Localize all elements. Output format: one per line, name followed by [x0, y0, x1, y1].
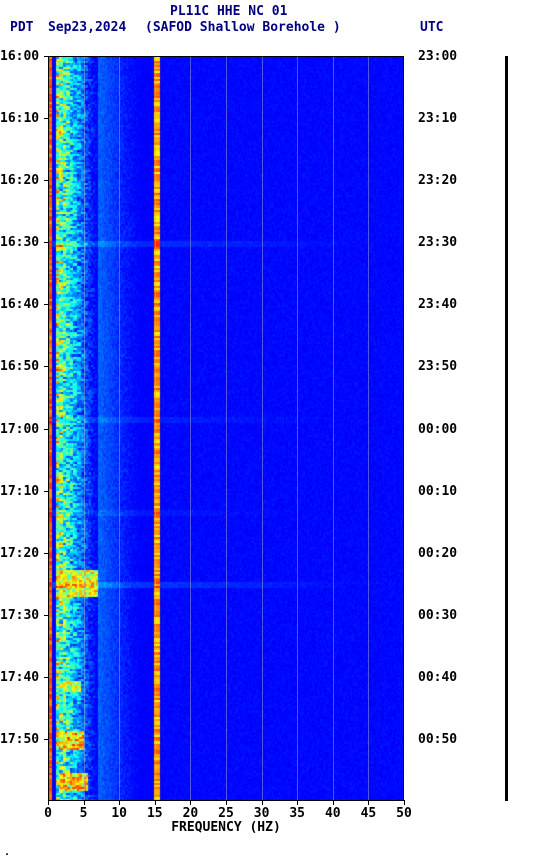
- y-left-tick-label: 16:20: [0, 173, 44, 188]
- y-right-tick-label: 23:30: [418, 235, 478, 250]
- tz-right-label: UTC: [420, 20, 443, 35]
- y-left-tick-label: 17:50: [0, 732, 44, 747]
- y-left-tick-label: 16:40: [0, 297, 44, 312]
- date-label: Sep23,2024: [48, 20, 126, 35]
- x-tick-label: 15: [147, 806, 163, 821]
- y-right-tick-label: 00:30: [418, 608, 478, 623]
- x-tick-label: 25: [218, 806, 234, 821]
- x-tick-label: 20: [183, 806, 199, 821]
- y-right-tick-label: 00:20: [418, 546, 478, 561]
- y-right-tick-label: 00:00: [418, 422, 478, 437]
- chart-title: PL11C HHE NC 01: [170, 4, 287, 19]
- spectrogram-canvas: [48, 56, 404, 801]
- spectrogram-plot: [48, 56, 404, 801]
- y-right-tick-label: 00:40: [418, 670, 478, 685]
- footer-mark: .: [4, 847, 10, 858]
- y-left-tick-label: 17:00: [0, 422, 44, 437]
- x-tick-label: 30: [254, 806, 270, 821]
- y-right-tick-label: 00:50: [418, 732, 478, 747]
- y-left-tick-label: 16:30: [0, 235, 44, 250]
- y-left-tick-label: 17:40: [0, 670, 44, 685]
- x-tick-label: 40: [325, 806, 341, 821]
- y-left-tick-label: 16:10: [0, 111, 44, 126]
- y-left-tick-label: 17:10: [0, 484, 44, 499]
- y-left-tick-label: 16:00: [0, 49, 44, 64]
- station-label: (SAFOD Shallow Borehole ): [145, 20, 341, 35]
- x-tick-label: 10: [111, 806, 127, 821]
- y-right-tick-label: 00:10: [418, 484, 478, 499]
- y-right-tick-label: 23:20: [418, 173, 478, 188]
- x-tick-label: 45: [361, 806, 377, 821]
- x-tick-label: 50: [396, 806, 412, 821]
- y-right-tick-label: 23:40: [418, 297, 478, 312]
- tz-left-label: PDT: [10, 20, 33, 35]
- x-axis-title: FREQUENCY (HZ): [48, 820, 404, 835]
- y-right-tick-label: 23:50: [418, 359, 478, 374]
- y-left-tick-label: 16:50: [0, 359, 44, 374]
- y-left-tick-label: 17:20: [0, 546, 44, 561]
- x-tick-label: 5: [80, 806, 88, 821]
- x-tick-label: 35: [289, 806, 305, 821]
- x-tick-label: 0: [44, 806, 52, 821]
- y-right-tick-label: 23:00: [418, 49, 478, 64]
- y-left-tick-label: 17:30: [0, 608, 44, 623]
- y-right-tick-label: 23:10: [418, 111, 478, 126]
- seismogram-sidebar: [505, 56, 508, 801]
